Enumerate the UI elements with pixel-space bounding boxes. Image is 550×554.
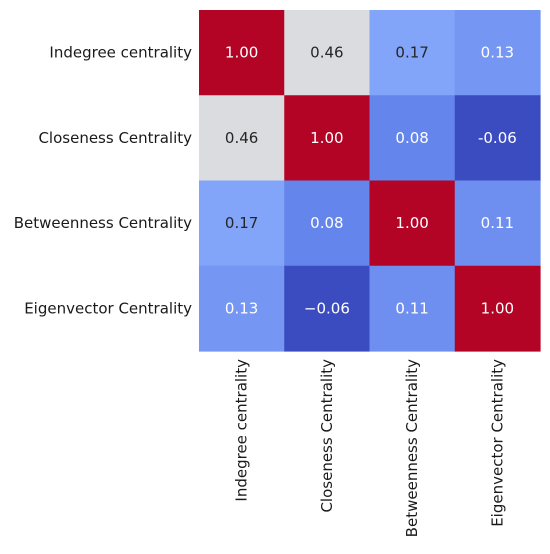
heatmap-cell-r0-c3 bbox=[454, 10, 541, 96]
heatmap-cell-labels: 1.00 0.46 0.17 0.13 0.46 1.00 0.08 -0.06 0.17 0.0… bbox=[225, 44, 517, 318]
cell-value-label-r3-c1: −0.06 bbox=[304, 299, 350, 317]
heatmap-cell-r2-c0 bbox=[199, 180, 285, 267]
y-tick-label-eigenvector-centrality: Eigenvector Centrality bbox=[24, 299, 192, 317]
heatmap-cell-r2-c1 bbox=[284, 180, 371, 267]
cell-value-label-r2-c1: 0.08 bbox=[310, 214, 343, 232]
cell-value-label-r2-c0: 0.17 bbox=[225, 214, 258, 232]
heatmap-cell-r1-c0 bbox=[199, 95, 285, 182]
heatmap-cell-r2-c2 bbox=[369, 180, 456, 267]
y-tick-label-indegree-centrality: Indegree centrality bbox=[49, 44, 192, 62]
x-tick-label-eigenvector-centrality: Eigenvector Centrality bbox=[488, 359, 506, 527]
cell-value-label-r0-c0: 1.00 bbox=[225, 44, 258, 62]
heatmap-cell-r1-c3 bbox=[454, 95, 541, 182]
cell-value-label-r1-c2: 0.08 bbox=[395, 129, 428, 147]
heatmap-cell-r1-c2 bbox=[369, 95, 456, 182]
cell-value-label-r1-c1: 1.00 bbox=[310, 129, 343, 147]
cell-value-label-r2-c3: 0.11 bbox=[481, 214, 514, 232]
y-tick-label-betweenness-centrality: Betweenness Centrality bbox=[14, 214, 192, 232]
cell-value-label-r1-c3: -0.06 bbox=[478, 129, 517, 147]
cell-value-label-r3-c2: 0.11 bbox=[395, 299, 428, 317]
cell-value-label-r0-c2: 0.17 bbox=[395, 44, 428, 62]
heatmap-cells bbox=[199, 10, 541, 352]
cell-value-label-r0-c1: 0.46 bbox=[310, 44, 343, 62]
heatmap-cell-r2-c3 bbox=[454, 180, 541, 267]
heatmap-cell-r3-c3 bbox=[454, 265, 541, 352]
x-tick-label-closeness-centrality: Closeness Centrality bbox=[318, 359, 336, 513]
heatmap-cell-r1-c1 bbox=[284, 95, 371, 182]
x-tick-label-betweenness-centrality: Betweenness Centrality bbox=[403, 359, 421, 537]
x-tick-label-indegree-centrality: Indegree centrality bbox=[233, 359, 251, 502]
x-axis-tick-labels: Indegree centrality Closeness Centrality B… bbox=[233, 359, 507, 537]
cell-value-label-r1-c0: 0.46 bbox=[225, 129, 258, 147]
heatmap-cell-r0-c1 bbox=[284, 10, 371, 96]
heatmap-cell-r3-c0 bbox=[199, 265, 285, 352]
heatmap-cell-r3-c1 bbox=[284, 265, 371, 352]
heatmap-cell-r0-c2 bbox=[369, 10, 456, 96]
heatmap-cell-r0-c0 bbox=[199, 10, 285, 96]
heatmap-cell-r3-c2 bbox=[369, 265, 456, 352]
cell-value-label-r0-c3: 0.13 bbox=[481, 44, 514, 62]
cell-value-label-r3-c0: 0.13 bbox=[225, 299, 258, 317]
y-tick-label-closeness-centrality: Closeness Centrality bbox=[38, 129, 192, 147]
y-axis-tick-labels: Indegree centrality Closeness Centrality B… bbox=[14, 44, 192, 318]
cell-value-label-r3-c3: 1.00 bbox=[481, 299, 514, 317]
cell-value-label-r2-c2: 1.00 bbox=[395, 214, 428, 232]
